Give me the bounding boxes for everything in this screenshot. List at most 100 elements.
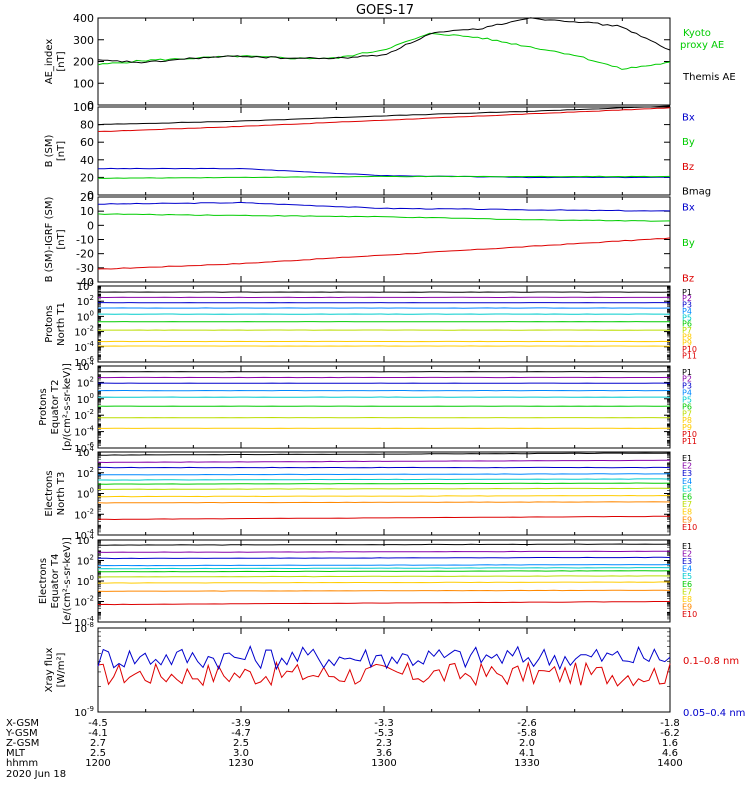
legend-label: E1: [682, 454, 692, 463]
series-line-e10: [97, 601, 670, 606]
panel-5: 10-6 10-4 10-2 100 102 104 Protons Equator T2 [p…: [38, 359, 697, 455]
legend-label: E9: [682, 515, 692, 524]
series-line-0-1-0-8-nm: [97, 660, 671, 687]
footer-value: -3.9: [231, 718, 251, 729]
y-axis-label: B (SM): [44, 134, 55, 167]
footer-row-label: Z-GSM: [6, 738, 39, 749]
y-axis-label: [W/m²]: [56, 652, 67, 687]
y-tick-label: 10-6: [74, 441, 94, 455]
legend-label: P2: [682, 294, 692, 303]
series-line-e1: [98, 543, 671, 546]
y-tick-label: 100: [77, 309, 94, 323]
legend-label: P5: [682, 313, 692, 322]
series-line-bz: [97, 237, 671, 270]
footer-row-label: 2020 Jun 18: [6, 769, 66, 780]
legend-label: P10: [682, 345, 697, 354]
footer-value: 1400: [657, 758, 682, 769]
footer-value: 2.7: [90, 738, 106, 749]
footer-value: -1.8: [660, 718, 680, 729]
legend-label: P6: [682, 320, 692, 329]
legend-label: E6: [682, 580, 692, 589]
legend-label: E2: [682, 462, 692, 471]
legend-label: P3: [682, 301, 692, 310]
legend-label: Bz: [682, 274, 694, 285]
y-tick-label: 100: [77, 487, 94, 501]
series-line-e5: [98, 478, 671, 481]
y-axis-label: North T1: [56, 302, 67, 346]
footer-value: -4.7: [231, 728, 251, 739]
series-line-e7: [97, 575, 671, 578]
legend-label: E4: [682, 477, 692, 486]
y-axis-label: B (SM)-IGRF (SM): [44, 197, 55, 283]
legend-label: E7: [682, 587, 692, 596]
y-axis-label: North T3: [56, 472, 67, 516]
y-axis-label: Equator T2: [50, 380, 61, 435]
legend-label: 0.05–0.4 nm: [683, 708, 745, 719]
y-axis-label: Protons: [38, 388, 49, 425]
series-line-e2: [97, 550, 671, 553]
panel-7: 10-4 10-2 100 102 104 Electrons Equator T4 [e/(…: [38, 533, 697, 629]
y-tick-label: 10-9: [74, 705, 94, 719]
y-tick-label: 100: [77, 392, 94, 406]
y-tick-label: 60: [80, 136, 94, 149]
legend-label: P9: [682, 423, 692, 432]
series-line-by: [97, 175, 671, 179]
footer-value: -6.2: [660, 728, 680, 739]
y-tick-label: 104: [77, 359, 95, 373]
legend-label: Bz: [682, 162, 694, 173]
footer-value: -3.3: [374, 718, 394, 729]
y-tick-label: 102: [77, 554, 94, 568]
y-tick-label: 300: [73, 34, 94, 47]
y-tick-label: -40: [76, 276, 94, 289]
footer-row-label: hhmm: [6, 758, 38, 769]
footer-row-label: Y-GSM: [5, 728, 38, 739]
legend-label: P11: [682, 437, 697, 446]
legend-label: Bx: [682, 203, 695, 214]
footer-value: 4.1: [519, 748, 535, 759]
footer-value: -5.3: [374, 728, 394, 739]
y-tick-label: 10-2: [74, 595, 94, 609]
series-line-kyoto-proxy-ae: [97, 32, 671, 70]
series-line-e4: [97, 564, 671, 567]
legend-label: E4: [682, 565, 692, 574]
series-line-e7: [97, 487, 671, 490]
series-line-e6: [97, 570, 671, 573]
legend-label: P1: [682, 368, 692, 377]
series-line-e8: [98, 581, 671, 584]
y-tick-label: -20: [76, 248, 94, 261]
y-tick-label: 10-8: [74, 621, 94, 635]
y-tick-label: 102: [77, 375, 94, 389]
legend-label: E3: [682, 557, 692, 566]
y-tick-label: 102: [77, 466, 94, 480]
y-tick-label: 80: [80, 119, 94, 132]
footer-value: 3.6: [376, 748, 392, 759]
footer-row-label: MLT: [6, 748, 26, 759]
footer-value: 1.6: [662, 738, 678, 749]
legend-label: P5: [682, 395, 692, 404]
y-tick-label: 104: [77, 533, 95, 547]
legend-label: P4: [682, 307, 692, 316]
footer-value: 1300: [371, 758, 396, 769]
y-tick-label: -10: [76, 234, 94, 247]
y-tick-label: 10-2: [74, 408, 94, 422]
y-tick-label: 0: [87, 99, 94, 112]
series-line-e3: [98, 556, 671, 560]
legend-label: P8: [682, 332, 692, 341]
legend-label: Bmag: [682, 187, 711, 198]
footer-value: -5.8: [517, 728, 537, 739]
y-tick-label: 100: [73, 77, 94, 90]
footer-value: 2.5: [233, 738, 249, 749]
legend-label: E10: [682, 610, 697, 619]
legend-label: E5: [682, 572, 692, 581]
series-line-0-05-0-4-nm: [97, 645, 671, 671]
series-line-e2: [97, 459, 671, 464]
legend-label: P3: [682, 382, 692, 391]
series-line-e10: [98, 515, 670, 521]
legend-label: P8: [682, 416, 692, 425]
panel-frame: [97, 451, 671, 536]
